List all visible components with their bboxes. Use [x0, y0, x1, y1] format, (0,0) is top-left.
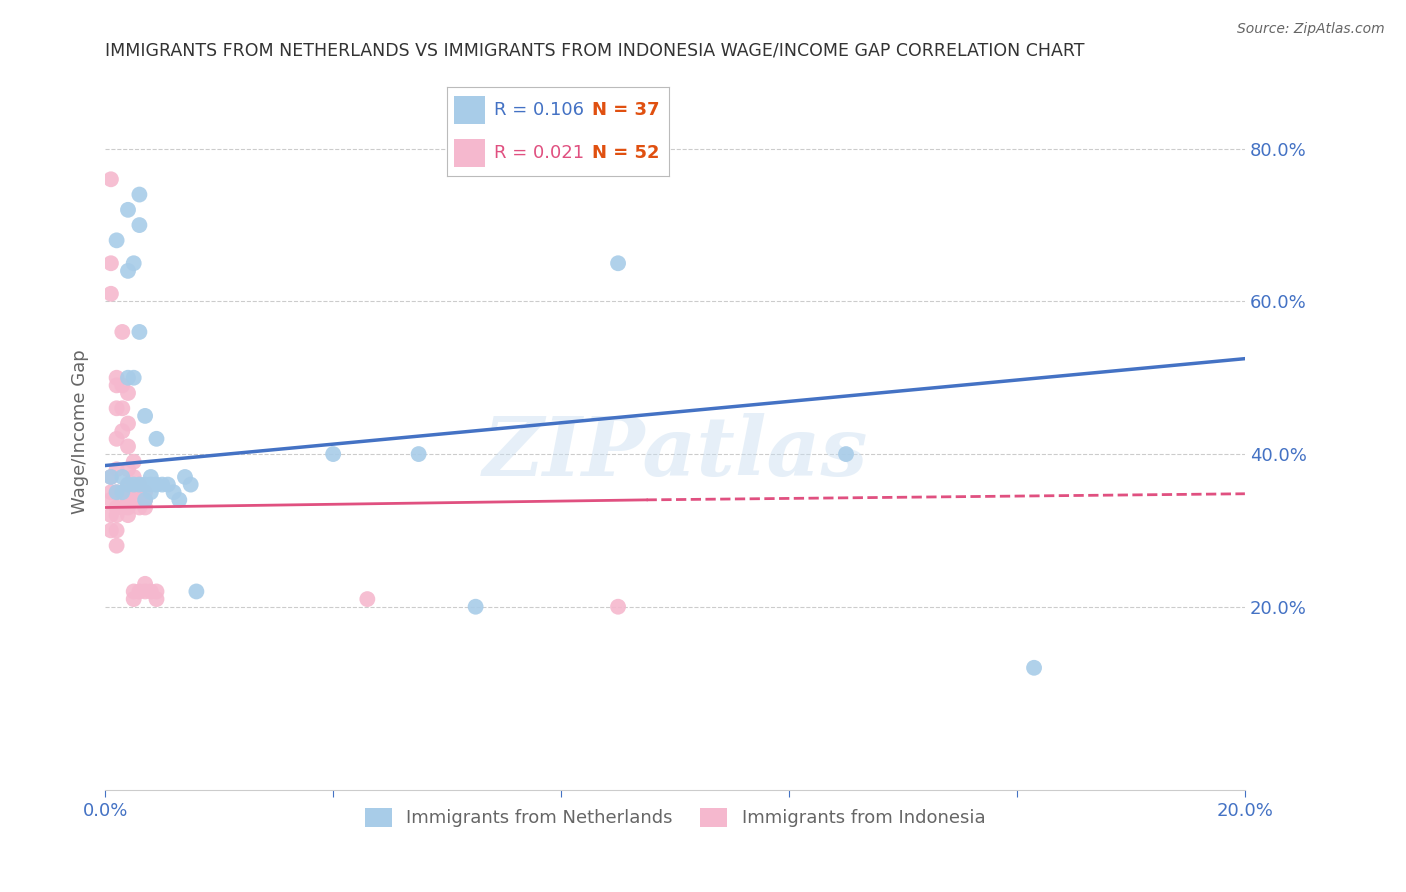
Point	[134, 485, 156, 500]
Point	[145, 477, 167, 491]
Point	[134, 492, 156, 507]
Point	[150, 477, 173, 491]
Point	[139, 584, 162, 599]
Point	[105, 508, 128, 523]
Point	[105, 485, 128, 500]
Point	[122, 492, 145, 507]
Point	[180, 477, 202, 491]
Point	[117, 264, 139, 278]
Point	[835, 447, 858, 461]
Point	[111, 485, 134, 500]
Point	[139, 470, 162, 484]
Point	[128, 485, 150, 500]
Point	[100, 172, 122, 186]
Point	[105, 401, 128, 416]
Point	[100, 524, 122, 538]
Point	[156, 477, 179, 491]
Point	[111, 325, 134, 339]
Point	[100, 492, 122, 507]
Point	[134, 409, 156, 423]
Point	[122, 485, 145, 500]
Point	[105, 432, 128, 446]
Point	[122, 256, 145, 270]
Point	[122, 584, 145, 599]
Point	[117, 477, 139, 491]
Point	[111, 485, 134, 500]
Point	[117, 370, 139, 384]
Point	[1022, 661, 1045, 675]
Text: IMMIGRANTS FROM NETHERLANDS VS IMMIGRANTS FROM INDONESIA WAGE/INCOME GAP CORRELA: IMMIGRANTS FROM NETHERLANDS VS IMMIGRANT…	[105, 42, 1084, 60]
Point	[105, 378, 128, 392]
Point	[186, 584, 208, 599]
Point	[111, 378, 134, 392]
Point	[464, 599, 486, 614]
Point	[100, 470, 122, 484]
Point	[117, 439, 139, 453]
Point	[128, 477, 150, 491]
Point	[128, 500, 150, 515]
Point	[105, 233, 128, 247]
Point	[117, 462, 139, 476]
Point	[128, 584, 150, 599]
Point	[145, 584, 167, 599]
Point	[105, 485, 128, 500]
Point	[105, 370, 128, 384]
Point	[128, 325, 150, 339]
Point	[122, 470, 145, 484]
Point	[100, 508, 122, 523]
Point	[162, 485, 184, 500]
Point	[117, 500, 139, 515]
Point	[607, 599, 630, 614]
Point	[134, 500, 156, 515]
Point	[139, 485, 162, 500]
Point	[111, 424, 134, 438]
Point	[139, 477, 162, 491]
Point	[122, 455, 145, 469]
Point	[117, 508, 139, 523]
Point	[607, 256, 630, 270]
Y-axis label: Wage/Income Gap: Wage/Income Gap	[72, 349, 89, 514]
Point	[105, 500, 128, 515]
Point	[117, 202, 139, 217]
Point	[111, 401, 134, 416]
Point	[169, 492, 191, 507]
Point	[111, 470, 134, 484]
Point	[134, 577, 156, 591]
Point	[128, 187, 150, 202]
Point	[117, 477, 139, 491]
Point	[356, 592, 378, 607]
Point	[122, 592, 145, 607]
Point	[322, 447, 344, 461]
Point	[174, 470, 197, 484]
Point	[105, 524, 128, 538]
Point	[100, 485, 122, 500]
Point	[100, 470, 122, 484]
Point	[117, 492, 139, 507]
Point	[145, 592, 167, 607]
Point	[122, 477, 145, 491]
Point	[134, 584, 156, 599]
Point	[105, 539, 128, 553]
Point	[134, 492, 156, 507]
Point	[145, 432, 167, 446]
Legend: Immigrants from Netherlands, Immigrants from Indonesia: Immigrants from Netherlands, Immigrants …	[357, 801, 993, 835]
Text: ZIPatlas: ZIPatlas	[482, 413, 868, 492]
Point	[105, 462, 128, 476]
Point	[117, 417, 139, 431]
Point	[408, 447, 430, 461]
Point	[100, 256, 122, 270]
Point	[117, 386, 139, 401]
Point	[128, 218, 150, 232]
Point	[122, 370, 145, 384]
Point	[111, 500, 134, 515]
Point	[100, 286, 122, 301]
Text: Source: ZipAtlas.com: Source: ZipAtlas.com	[1237, 22, 1385, 37]
Point	[134, 477, 156, 491]
Point	[128, 477, 150, 491]
